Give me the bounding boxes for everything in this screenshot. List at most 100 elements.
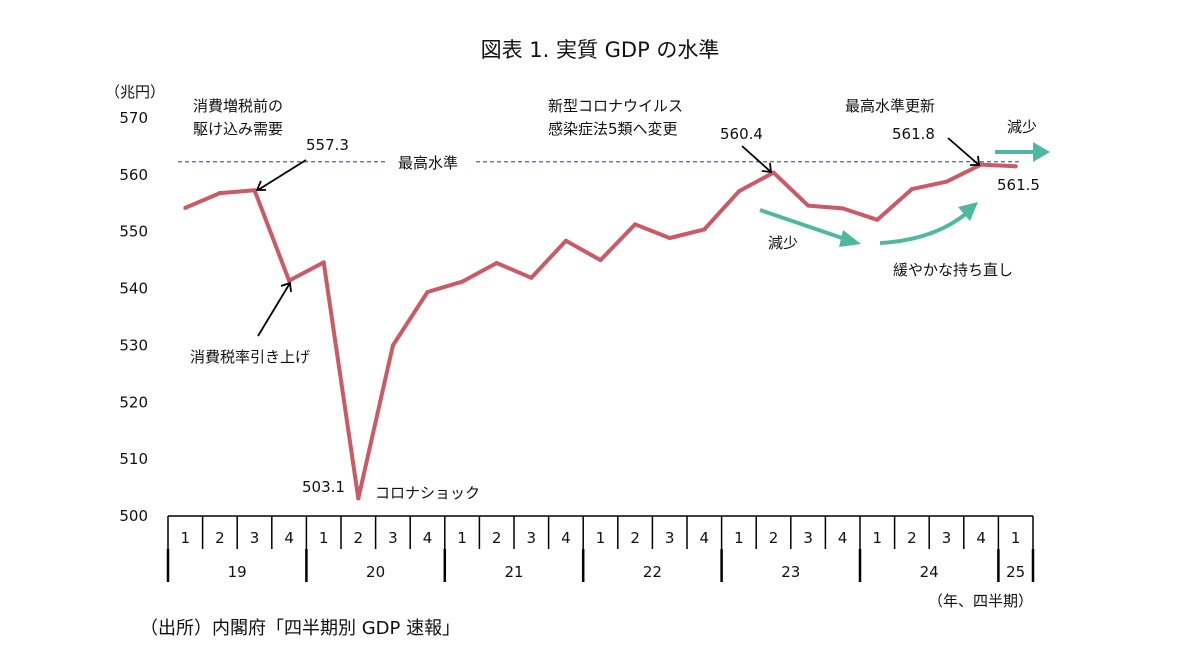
gdp-data-point: [736, 189, 741, 194]
gdp-data-point: [667, 235, 672, 240]
x-year-label: 25: [1006, 563, 1025, 581]
arrow-557-3: [257, 159, 307, 191]
x-quarter-label: 1: [181, 529, 191, 547]
x-quarter-label: 4: [561, 529, 571, 547]
x-year-label: 21: [504, 563, 523, 581]
gdp-data-point: [806, 203, 811, 208]
x-quarter-label: 2: [630, 529, 640, 547]
x-quarter-label: 2: [907, 529, 917, 547]
y-tick-label: 520: [119, 393, 148, 411]
gdp-data-point: [252, 188, 257, 193]
y-tick-label: 530: [119, 336, 148, 354]
annotation-tax-hike: 消費税率引き上げ: [190, 348, 310, 366]
x-quarter-label: 2: [215, 529, 225, 547]
gdp-data-point: [460, 279, 465, 284]
gdp-data-point: [183, 205, 188, 210]
y-tick-label: 560: [119, 166, 148, 184]
arrow-tax-hike: [257, 282, 291, 337]
value-label-560-4: 560.4: [720, 125, 763, 143]
arrow-561-8: [947, 137, 980, 166]
arrow-560-4: [741, 145, 772, 173]
gdp-data-points: [183, 162, 1018, 501]
x-axis-unit-label: （年、四半期）: [928, 592, 1033, 610]
x-quarter-label: 1: [319, 529, 329, 547]
x-quarter-label: 2: [492, 529, 502, 547]
gdp-data-point: [563, 238, 568, 243]
gdp-data-point: [425, 289, 430, 294]
gdp-data-point: [979, 162, 984, 167]
green-arrow-recovery-shaft: [879, 210, 970, 245]
gdp-data-point: [633, 222, 638, 227]
x-quarter-label: 3: [942, 529, 952, 547]
gdp-data-point: [944, 179, 949, 184]
green-arrow-decrease-shaft: [759, 208, 849, 242]
gdp-data-point: [840, 206, 845, 211]
annotation-recovery: 緩やかな持ち直し: [893, 261, 1013, 279]
annotation-covid5-line2: 感染症法5類へ変更: [548, 120, 678, 138]
value-label-561-8: 561.8: [892, 125, 935, 143]
annotation-pre-tax-line1: 消費増税前の: [193, 97, 283, 115]
x-year-label: 22: [643, 563, 662, 581]
y-tick-label: 510: [119, 450, 148, 468]
y-tick-label: 570: [119, 109, 148, 127]
arrow-561-8-head: [970, 155, 981, 166]
x-axis: 1 2 3 4 1 2 3 4 1 2 3 4 1 2 3 4 1 2 3 4 1 2 3 4 119 20 21 22 23 24 25: [166, 515, 1035, 582]
x-quarter-label: 3: [665, 529, 675, 547]
green-arrow-decrease-head: [839, 230, 861, 247]
value-label-561-5: 561.5: [997, 176, 1040, 194]
x-year-label: 23: [781, 563, 800, 581]
gdp-data-point: [217, 191, 222, 196]
green-arrow-right-head: [1033, 142, 1050, 162]
gdp-data-point: [390, 343, 395, 348]
green-arrow-recovery-head: [958, 202, 978, 221]
annotation-covid5-line1: 新型コロナウイルス: [548, 97, 683, 115]
x-quarter-label: 4: [284, 529, 294, 547]
chart-title: 図表 1. 実質 GDP の水準: [481, 38, 720, 62]
annotation-record-update: 最高水準更新: [845, 97, 935, 115]
x-quarter-label: 2: [354, 529, 364, 547]
arrow-557-3-head: [255, 180, 266, 191]
x-quarter-label: 1: [457, 529, 467, 547]
x-year-label: 19: [228, 563, 247, 581]
gdp-data-point: [702, 227, 707, 232]
y-tick-label: 500: [119, 507, 148, 525]
x-quarter-label: 3: [803, 529, 813, 547]
y-tick-label: 540: [119, 280, 148, 298]
x-quarter-label: 1: [734, 529, 744, 547]
x-quarter-label: 4: [838, 529, 848, 547]
gdp-data-point: [771, 170, 776, 175]
arrow-tax-hike-head: [280, 281, 292, 293]
x-quarter-label: 4: [976, 529, 986, 547]
x-quarter-label: 3: [388, 529, 398, 547]
gdp-data-point: [1013, 164, 1018, 169]
gdp-data-point: [598, 258, 603, 263]
x-quarter-label: 4: [423, 529, 433, 547]
x-quarter-label: 3: [527, 529, 537, 547]
x-quarter-label: 1: [596, 529, 606, 547]
value-label-557-3: 557.3: [306, 136, 349, 154]
gdp-data-point: [356, 496, 361, 501]
gdp-data-point: [909, 187, 914, 192]
y-axis: 500 510 520 530 540 550 560 570: [119, 109, 148, 525]
gdp-data-point: [529, 275, 534, 280]
x-quarter-label: 2: [769, 529, 779, 547]
record-level-label: 最高水準: [398, 154, 458, 172]
x-quarter-label: 3: [250, 529, 260, 547]
annotation-pre-tax-line2: 駆け込み需要: [193, 120, 283, 138]
y-axis-unit-label: （兆円）: [105, 83, 165, 101]
gdp-series-line: [184, 162, 1016, 501]
x-year-label: 20: [366, 563, 385, 581]
annotation-corona: コロナショック: [375, 484, 480, 502]
x-quarter-label: 4: [700, 529, 710, 547]
y-tick-label: 550: [119, 223, 148, 241]
gdp-data-point: [287, 278, 292, 283]
value-label-503-1: 503.1: [302, 478, 345, 496]
x-year-label: 24: [920, 563, 939, 581]
annotation-decrease-mid: 減少: [768, 234, 798, 252]
gdp-data-point: [875, 217, 880, 222]
gdp-data-point: [494, 260, 499, 265]
annotation-decrease-right: 減少: [1007, 118, 1037, 136]
arrow-560-4-head: [761, 162, 773, 174]
x-quarter-label: 1: [873, 529, 883, 547]
